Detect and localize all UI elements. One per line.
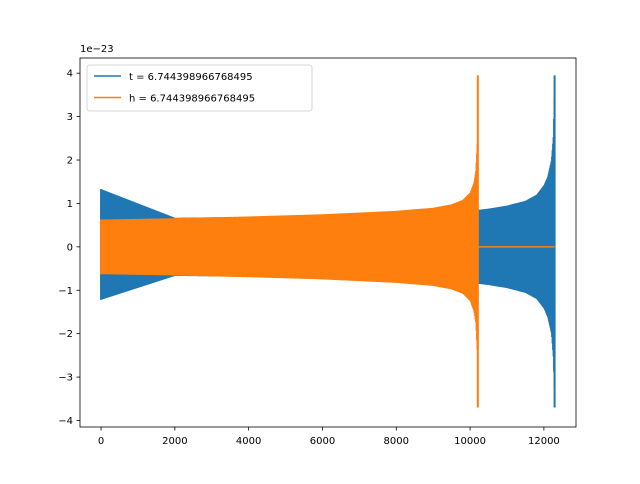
legend-label: h = 6.744398966768495 [129, 94, 255, 105]
legend-entry: h = 6.744398966768495 [94, 94, 255, 105]
x-tick-label: 8000 [384, 436, 409, 447]
legend-entry: t = 6.744398966768495 [94, 72, 253, 83]
y-tick-label: 1 [67, 199, 73, 210]
plot-area [79, 57, 577, 428]
x-tick-label: 12000 [528, 436, 560, 447]
y-tick-label: −1 [58, 286, 73, 297]
y-tick-label: −2 [58, 329, 73, 340]
x-tick-label: 2000 [162, 436, 187, 447]
x-tick-label: 0 [98, 436, 104, 447]
y-tick-label: −4 [58, 416, 73, 427]
series-layer [100, 75, 556, 408]
legend: t = 6.744398966768495 h = 6.7443989667684… [86, 64, 313, 112]
y-axis-offset-label: 1e−23 [80, 44, 114, 55]
x-tick-label: 10000 [454, 436, 486, 447]
axes-frame [79, 57, 577, 428]
legend-box [86, 64, 313, 112]
y-tick-label: 2 [67, 156, 73, 167]
y-tick-label: 3 [67, 112, 73, 123]
legend-label: t = 6.744398966768495 [129, 72, 253, 83]
x-axis: 0 2000 4000 6000 8000 10000 12000 [98, 427, 560, 447]
x-tick-label: 4000 [236, 436, 261, 447]
y-tick-label: −3 [58, 373, 73, 384]
y-axis: −4 −3 −2 −1 0 1 2 3 4 [58, 69, 80, 427]
series-h [100, 75, 555, 408]
x-tick-label: 6000 [310, 436, 335, 447]
y-tick-label: 4 [67, 69, 73, 80]
y-tick-label: 0 [67, 242, 73, 253]
